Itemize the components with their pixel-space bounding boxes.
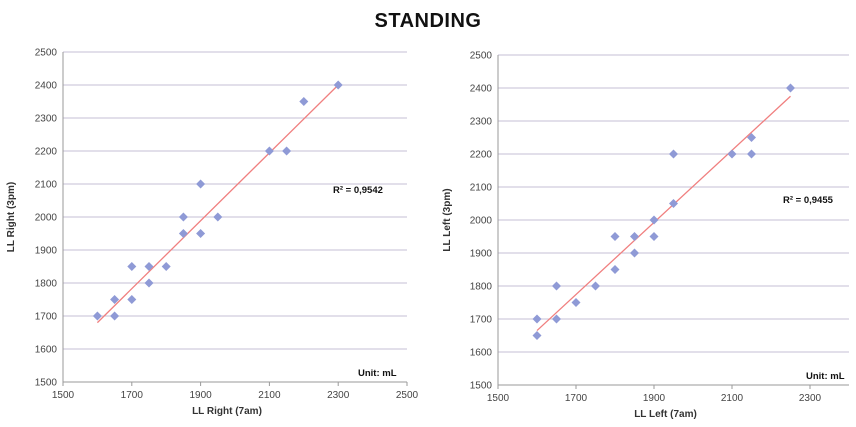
x-tick-label: 2300	[799, 393, 822, 404]
data-point	[532, 314, 542, 324]
y-tick-label: 1500	[35, 378, 58, 389]
data-point	[552, 314, 561, 324]
data-point	[196, 179, 206, 189]
data-point	[127, 295, 137, 304]
y-axis-label: LL Right (3pm)	[6, 182, 17, 252]
data-point	[552, 281, 561, 291]
y-tick-label: 1800	[470, 282, 493, 293]
unit-label: Unit: mL	[806, 371, 845, 382]
x-tick-label: 1500	[52, 390, 75, 401]
y-tick-label: 2300	[35, 114, 58, 125]
x-tick-label: 2100	[258, 390, 281, 401]
y-tick-label: 1600	[35, 345, 58, 356]
data-point	[196, 229, 206, 238]
y-tick-label: 1500	[470, 381, 493, 392]
data-point	[669, 199, 678, 208]
data-point	[591, 281, 600, 291]
y-tick-label: 1900	[35, 246, 58, 257]
data-point	[571, 298, 581, 307]
data-point	[282, 146, 292, 156]
data-point	[144, 262, 154, 271]
figure-title: STANDING	[374, 10, 482, 32]
x-axis-label: LL Right (7am)	[192, 406, 262, 417]
y-tick-label: 1600	[470, 348, 493, 359]
y-tick-label: 1700	[35, 312, 58, 323]
y-tick-label: 2100	[35, 180, 58, 191]
x-tick-label: 2100	[721, 393, 744, 404]
data-point	[610, 232, 620, 241]
data-point	[213, 212, 223, 222]
x-tick-label: 1900	[643, 393, 666, 404]
unit-label: Unit: mL	[358, 368, 397, 379]
y-tick-label: 2500	[35, 48, 58, 59]
data-point	[630, 248, 639, 258]
y-tick-label: 2400	[35, 81, 58, 92]
data-point	[110, 311, 120, 321]
r-squared-label: R² = 0,9542	[333, 185, 383, 196]
data-point	[178, 212, 188, 222]
data-point	[630, 232, 639, 241]
y-tick-label: 2300	[470, 117, 493, 128]
chart-ll-right: 1500 1600 1700 1800 1900 2000 2100 2200 2300 2400…	[6, 48, 419, 418]
y-tick-label: 1800	[35, 279, 58, 290]
x-tick-label: 1700	[121, 390, 144, 401]
data-point	[786, 83, 795, 93]
data-point	[532, 331, 542, 340]
y-axis-label: LL Left (3pm)	[442, 188, 453, 251]
y-tick-label: 2200	[35, 147, 58, 158]
x-tick-label: 1900	[189, 390, 212, 401]
data-point	[127, 262, 137, 271]
y-tick-label: 2200	[470, 150, 493, 161]
data-point	[299, 97, 309, 106]
data-point	[92, 311, 102, 321]
data-point	[264, 146, 274, 156]
data-point	[610, 265, 620, 274]
data-point	[727, 149, 737, 159]
trendline	[536, 95, 791, 332]
x-tick-label: 1500	[487, 393, 510, 404]
data-point	[333, 80, 343, 90]
data-point	[649, 232, 659, 241]
data-point	[649, 215, 659, 225]
x-tick-label: 2500	[396, 390, 419, 401]
x-tick-label: 1700	[565, 393, 588, 404]
x-tick-label: 2300	[327, 390, 350, 401]
data-point	[161, 262, 171, 271]
x-axis-label: LL Left (7am)	[634, 409, 697, 420]
y-tick-label: 2500	[470, 51, 493, 62]
y-tick-label: 2000	[35, 213, 58, 224]
y-tick-label: 1700	[470, 315, 493, 326]
data-point	[178, 229, 188, 238]
data-point	[110, 295, 120, 304]
trendline	[96, 84, 339, 324]
data-point	[669, 149, 678, 159]
y-tick-label: 2100	[470, 183, 493, 194]
r-squared-label: R² = 0,9455	[783, 195, 834, 206]
data-point	[747, 133, 756, 142]
data-point	[144, 278, 154, 288]
chart-ll-left: 1500 1600 1700 1800 1900 2000 2100 2200 2300 2400…	[442, 51, 849, 420]
y-tick-label: 2000	[470, 216, 493, 227]
data-point	[747, 149, 756, 159]
y-tick-label: 1900	[470, 249, 493, 260]
y-tick-label: 2400	[470, 84, 493, 95]
